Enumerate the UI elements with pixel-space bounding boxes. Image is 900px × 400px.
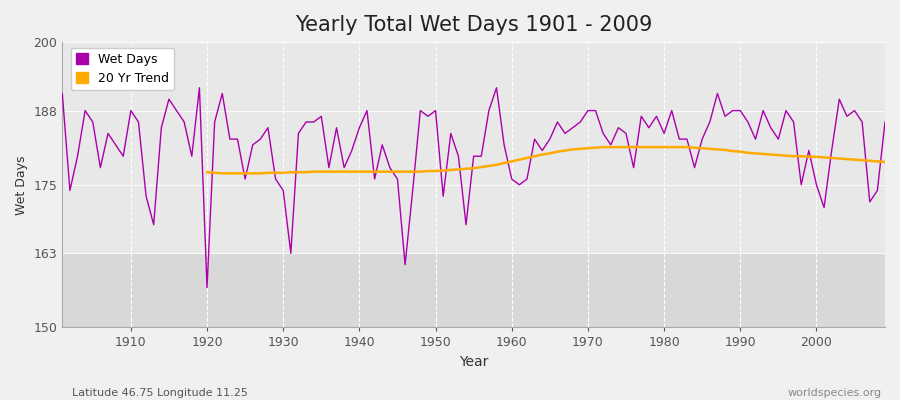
- Text: Latitude 46.75 Longitude 11.25: Latitude 46.75 Longitude 11.25: [72, 388, 248, 398]
- Legend: Wet Days, 20 Yr Trend: Wet Days, 20 Yr Trend: [70, 48, 174, 90]
- X-axis label: Year: Year: [459, 355, 489, 369]
- Bar: [62, 253, 885, 328]
- Y-axis label: Wet Days: Wet Days: [15, 155, 28, 214]
- Text: worldspecies.org: worldspecies.org: [788, 388, 882, 398]
- Title: Yearly Total Wet Days 1901 - 2009: Yearly Total Wet Days 1901 - 2009: [295, 15, 652, 35]
